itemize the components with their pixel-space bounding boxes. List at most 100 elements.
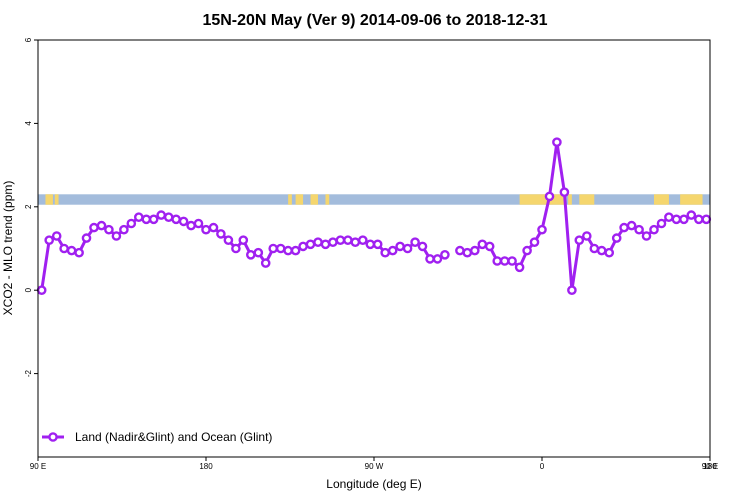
data-point bbox=[119, 224, 129, 235]
data-point bbox=[477, 239, 488, 250]
data-point bbox=[238, 235, 249, 245]
data-point bbox=[231, 243, 241, 254]
data-point bbox=[305, 239, 316, 250]
data-point bbox=[104, 224, 114, 235]
data-point bbox=[216, 229, 226, 239]
map-strip-land bbox=[54, 194, 59, 205]
data-point bbox=[350, 237, 361, 247]
data-point bbox=[544, 191, 555, 202]
data-point bbox=[111, 231, 122, 241]
data-point bbox=[455, 245, 465, 256]
map-strip bbox=[38, 194, 710, 205]
map-strip-land bbox=[295, 194, 304, 205]
data-point bbox=[529, 237, 540, 247]
data-point bbox=[357, 235, 368, 245]
data-point bbox=[522, 245, 532, 256]
data-point bbox=[410, 237, 420, 247]
y-tick-label: 4 bbox=[24, 121, 33, 126]
data-point bbox=[208, 222, 219, 233]
data-point bbox=[126, 218, 137, 229]
map-strip-land bbox=[579, 194, 595, 205]
legend: Land (Nadir&Glint) and Ocean (Glint) bbox=[42, 430, 272, 444]
data-point bbox=[193, 218, 204, 229]
data-point bbox=[514, 262, 525, 273]
data-point bbox=[499, 256, 510, 266]
data-point bbox=[626, 220, 637, 231]
data-point bbox=[290, 245, 301, 256]
data-point bbox=[462, 247, 473, 258]
data-point bbox=[387, 245, 398, 256]
data-point bbox=[59, 243, 69, 254]
data-point bbox=[656, 218, 667, 229]
y-axis-label: XCO2 - MLO trend (ppm) bbox=[1, 181, 15, 316]
data-point bbox=[567, 285, 577, 296]
data-point bbox=[365, 239, 376, 250]
data-point bbox=[260, 258, 271, 268]
map-strip-land bbox=[310, 194, 318, 205]
chart-title: 15N-20N May (Ver 9) 2014-09-06 to 2018-1… bbox=[202, 12, 547, 29]
data-point bbox=[440, 249, 450, 260]
data-point bbox=[74, 247, 84, 258]
y-ticks: -2 0 2 4 6 bbox=[24, 37, 38, 377]
legend-label: Land (Nadir&Glint) and Ocean (Glint) bbox=[75, 430, 272, 444]
data-point bbox=[178, 216, 189, 227]
data-point bbox=[328, 237, 338, 247]
x-tick-label: 180 bbox=[703, 462, 717, 471]
data-point bbox=[201, 224, 211, 235]
data-point bbox=[402, 243, 413, 254]
y-tick-label: -2 bbox=[24, 369, 33, 377]
data-point bbox=[66, 245, 77, 256]
data-point bbox=[372, 239, 383, 250]
data-point bbox=[171, 214, 181, 225]
data-point bbox=[671, 214, 682, 225]
data-point bbox=[133, 212, 144, 222]
data-point bbox=[380, 247, 391, 258]
data-point bbox=[679, 214, 689, 225]
data-point bbox=[313, 237, 323, 247]
data-point bbox=[425, 254, 435, 264]
data-points bbox=[36, 137, 712, 296]
data-point bbox=[186, 220, 196, 231]
data-point bbox=[484, 241, 495, 252]
data-point bbox=[335, 235, 346, 245]
map-strip-land bbox=[568, 194, 572, 205]
y-tick-label: 0 bbox=[24, 287, 33, 292]
data-point bbox=[51, 231, 62, 241]
data-point bbox=[611, 233, 622, 243]
y-tick-label: 6 bbox=[24, 37, 33, 42]
x-tick-label: 0 bbox=[540, 462, 545, 471]
data-point bbox=[343, 235, 353, 245]
data-point bbox=[604, 247, 615, 258]
data-point bbox=[559, 187, 570, 197]
data-point bbox=[619, 222, 629, 233]
data-point bbox=[298, 241, 308, 252]
data-point bbox=[89, 222, 99, 233]
x-axis-label: Longitude (deg E) bbox=[326, 477, 421, 491]
data-point bbox=[320, 239, 331, 250]
map-strip-land bbox=[654, 194, 669, 205]
data-point bbox=[395, 241, 405, 252]
data-point bbox=[253, 247, 264, 258]
map-strip-land bbox=[288, 194, 292, 205]
data-point bbox=[163, 212, 174, 222]
data-point bbox=[589, 243, 600, 254]
map-strip-land bbox=[680, 194, 703, 205]
data-point bbox=[694, 214, 704, 225]
x-tick-label: 180 bbox=[199, 462, 213, 471]
data-point bbox=[574, 235, 585, 245]
data-point bbox=[36, 285, 47, 296]
data-point bbox=[268, 243, 279, 254]
data-point bbox=[245, 249, 256, 260]
data-point bbox=[148, 214, 159, 225]
data-point bbox=[141, 214, 152, 225]
data-point bbox=[664, 212, 674, 222]
data-point bbox=[492, 256, 503, 266]
data-point bbox=[469, 245, 480, 256]
data-point bbox=[81, 233, 92, 243]
data-point bbox=[507, 256, 517, 266]
data-point bbox=[156, 210, 166, 220]
data-point bbox=[596, 245, 607, 256]
data-point bbox=[582, 231, 592, 241]
